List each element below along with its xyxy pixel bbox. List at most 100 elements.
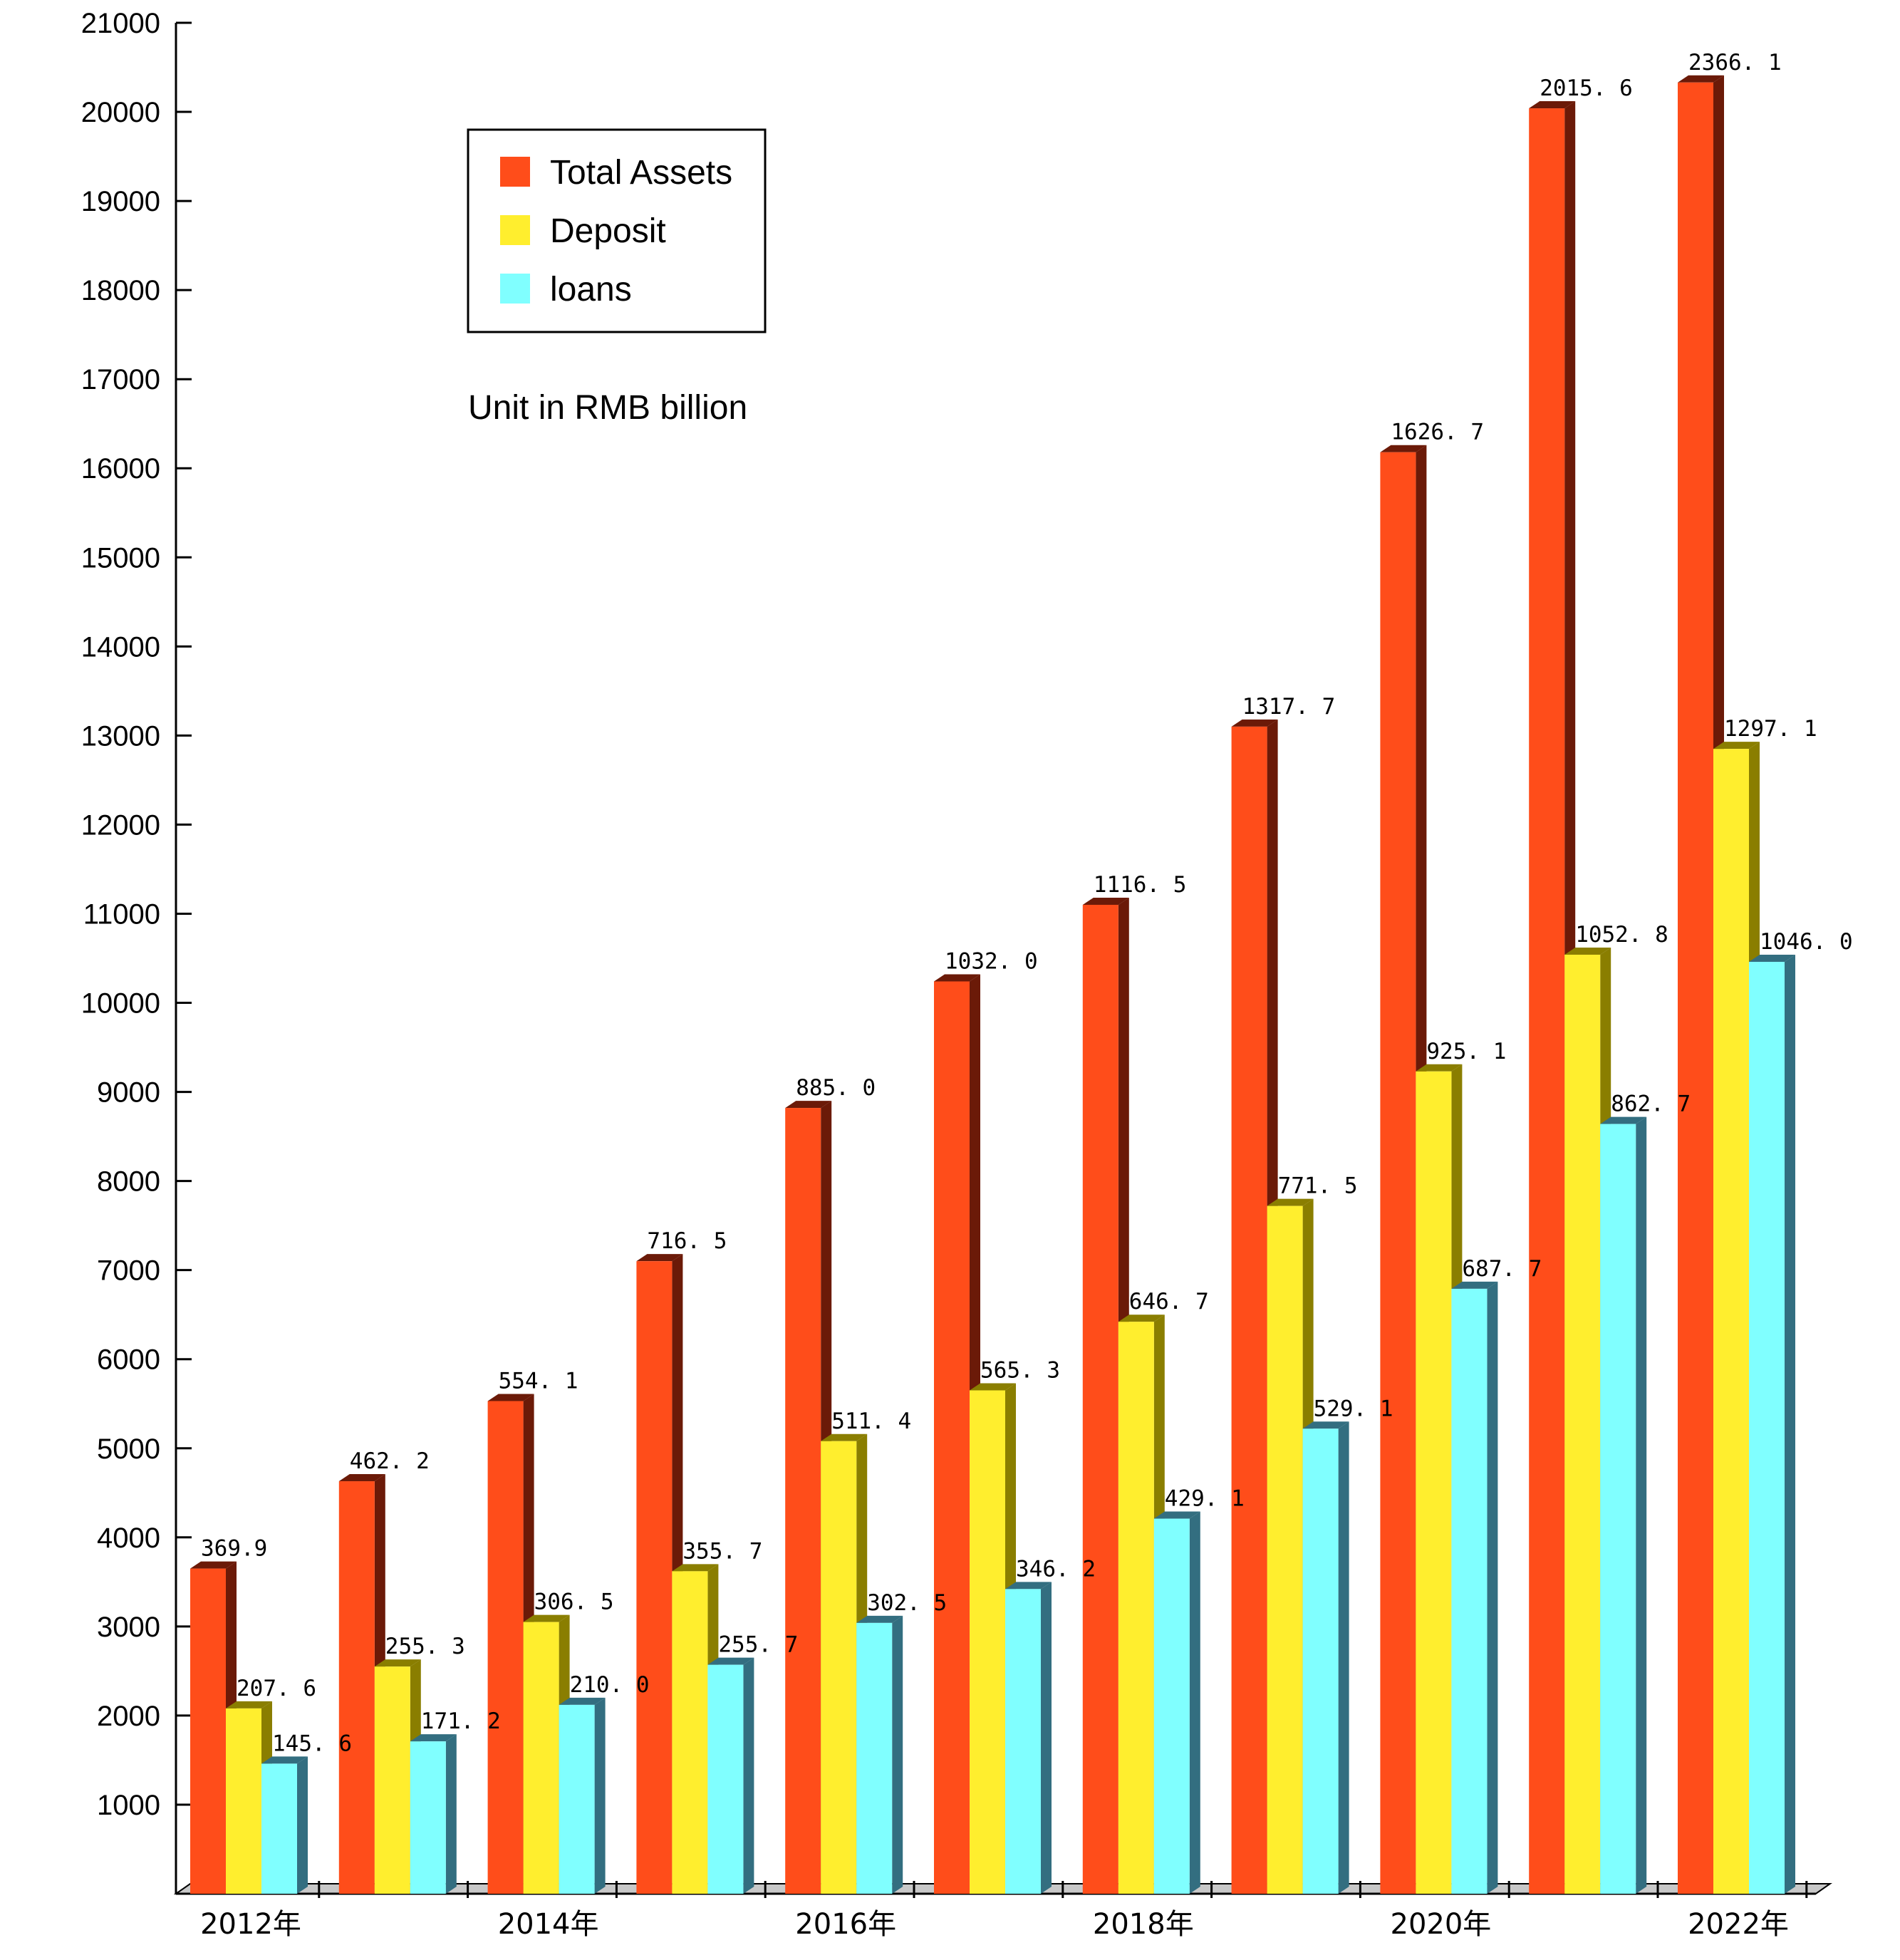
bar-top-total-assets (934, 974, 980, 982)
data-label-loans: 429. 1 (1165, 1486, 1245, 1512)
legend-label-total-assets: Total Assets (550, 154, 732, 192)
bar-total-assets (636, 1261, 673, 1894)
bar-top-total-assets (1082, 897, 1129, 905)
bar-loans (1600, 1124, 1636, 1894)
bar-deposit (1416, 1071, 1452, 1894)
legend-swatch-loans (500, 274, 530, 304)
data-label-total-assets: 2366. 1 (1688, 50, 1782, 76)
legend: Total Assets Deposit loans (467, 128, 767, 333)
data-label-deposit: 1052. 8 (1575, 922, 1668, 948)
y-tick-label: 12000 (81, 809, 160, 841)
bar-loans (1153, 1518, 1190, 1894)
bar-deposit (1564, 954, 1601, 1894)
bar-top-loans (1302, 1421, 1349, 1429)
y-tick-label: 3000 (97, 1612, 160, 1643)
bar-side-loans (1487, 1281, 1498, 1894)
data-label-loans: 346. 2 (1016, 1556, 1096, 1582)
bar-total-assets (487, 1401, 524, 1894)
bar-side-loans (297, 1756, 308, 1894)
y-tick-label: 1000 (97, 1790, 160, 1821)
data-label-total-assets: 369.9 (201, 1536, 267, 1562)
data-label-total-assets: 1116. 5 (1094, 872, 1187, 898)
data-label-total-assets: 554. 1 (499, 1368, 578, 1394)
data-label-deposit: 355. 7 (682, 1538, 762, 1564)
data-label-loans: 255. 7 (718, 1632, 798, 1658)
y-tick-label: 20000 (81, 97, 160, 128)
y-tick-label: 17000 (81, 364, 160, 395)
y-tick-label: 11000 (83, 898, 160, 930)
data-label-loans: 687. 7 (1462, 1256, 1542, 1282)
y-tick-label: 5000 (97, 1433, 160, 1465)
data-labels: 369.9 462. 2 554. 1 716. 5 885. 0 1032. 0 1116… (201, 50, 1853, 1757)
bar-deposit (1118, 1322, 1154, 1894)
bar-loans (410, 1741, 446, 1894)
y-tick-label: 16000 (81, 453, 160, 484)
data-label-deposit: 511. 4 (831, 1409, 911, 1434)
y-tick-label: 19000 (81, 186, 160, 217)
bar-side-loans (1338, 1421, 1349, 1894)
data-label-loans: 145. 6 (272, 1731, 352, 1756)
bar-top-total-assets (1231, 719, 1278, 727)
legend-swatch-total-assets (500, 157, 530, 187)
bar-top-deposit (1564, 947, 1611, 955)
data-label-total-assets: 462. 2 (350, 1448, 430, 1474)
data-label-deposit: 207. 6 (237, 1676, 316, 1701)
bar-top-deposit (672, 1564, 719, 1572)
y-tick-label: 8000 (97, 1166, 160, 1198)
data-label-deposit: 646. 7 (1129, 1289, 1209, 1315)
bar-top-total-assets (1678, 75, 1724, 83)
bar-side-loans (743, 1657, 754, 1894)
bar-deposit (374, 1666, 410, 1894)
unit-note: Unit in RMB billion (468, 389, 747, 427)
bar-top-deposit (1416, 1064, 1463, 1072)
data-label-deposit: 925. 1 (1426, 1039, 1506, 1064)
bar-deposit (523, 1622, 559, 1894)
bar-top-loans (1153, 1511, 1200, 1519)
data-label-loans: 210. 0 (570, 1672, 650, 1698)
bar-loans (707, 1664, 744, 1894)
data-label-total-assets: 716. 5 (647, 1228, 727, 1254)
legend-label-deposit: Deposit (550, 212, 666, 250)
bar-top-deposit (970, 1383, 1016, 1391)
legend-label-loans: loans (550, 271, 632, 308)
data-label-total-assets: 1626. 7 (1391, 420, 1484, 445)
y-tick-label: 14000 (81, 631, 160, 663)
bar-side-loans (1041, 1582, 1052, 1894)
bar-top-deposit (1713, 742, 1760, 750)
y-tick-label: 2000 (97, 1701, 160, 1732)
data-label-deposit: 255. 3 (385, 1634, 465, 1659)
bar-top-deposit (374, 1659, 421, 1667)
y-tick-label: 15000 (81, 542, 160, 574)
y-tick-label: 6000 (97, 1344, 160, 1376)
bar-loans (856, 1622, 893, 1894)
data-label-total-assets: 885. 0 (796, 1075, 876, 1101)
y-tick-label: 18000 (81, 275, 160, 306)
legend-swatch-deposit (500, 215, 530, 245)
bar-top-deposit (226, 1701, 272, 1708)
bar-side-loans (445, 1734, 457, 1894)
data-label-deposit: 565. 3 (980, 1357, 1060, 1383)
bar-top-total-assets (1529, 101, 1576, 109)
bar-top-loans (707, 1657, 754, 1665)
bar-side-loans (1636, 1116, 1647, 1894)
bar-side-loans (1785, 955, 1795, 1894)
bar-side-loans (1189, 1511, 1200, 1894)
x-tick-label: 2020年 (1391, 1908, 1492, 1941)
bar-total-assets (338, 1481, 375, 1894)
bar-loans (261, 1763, 297, 1894)
bar-top-total-assets (636, 1254, 683, 1262)
bar-top-loans (1749, 955, 1795, 963)
bar-deposit (672, 1571, 708, 1894)
data-label-loans: 1046. 0 (1760, 929, 1853, 955)
bar-top-loans (410, 1734, 457, 1742)
bar-top-deposit (523, 1614, 570, 1622)
y-tick-label: 4000 (97, 1523, 160, 1554)
bar-top-loans (559, 1697, 606, 1705)
bar-loans (1302, 1428, 1339, 1894)
bar-deposit (226, 1708, 261, 1894)
bar-top-loans (1600, 1116, 1647, 1124)
y-tick-label: 7000 (97, 1255, 160, 1287)
y-tick-label: 9000 (97, 1077, 160, 1109)
data-label-loans: 302. 5 (867, 1590, 947, 1616)
